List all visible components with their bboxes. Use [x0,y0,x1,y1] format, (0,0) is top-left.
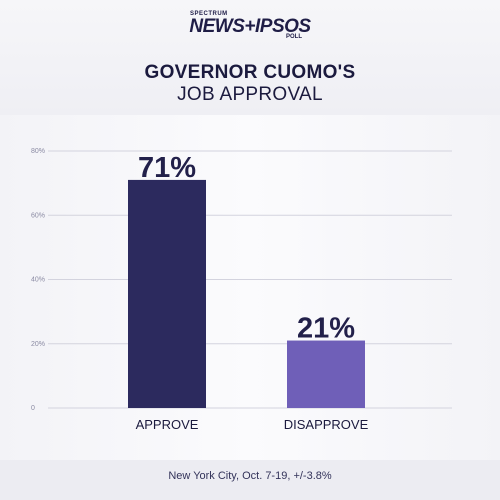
category-label: DISAPPROVE [284,417,369,432]
y-tick-label: 60% [31,212,45,219]
bar-approve [128,179,206,408]
chart-title-line2: JOB APPROVAL [177,84,323,105]
data-label: 71% [138,152,196,184]
footer [0,460,500,500]
header: SPECTRUM NEWS+IPSOS POLL GOVERNOR CUOMO'… [0,0,500,115]
footer-note: New York City, Oct. 7-19, +/-3.8% [168,470,332,482]
logo-spectrum: SPECTRUM [190,11,228,17]
y-tick-label: 0 [31,405,35,412]
chart-title-line1: GOVERNOR CUOMO'S [144,62,356,83]
logo-news-ipsos: NEWS+IPSOS [189,16,311,37]
logo-poll: POLL [286,34,302,40]
y-tick-label: 80% [31,148,45,155]
category-label: APPROVE [136,417,199,432]
y-tick-label: 20% [31,341,45,348]
bar-disapprove [287,340,365,408]
data-label: 21% [297,313,355,345]
y-tick-label: 40% [31,277,45,284]
plot-area [0,115,500,460]
